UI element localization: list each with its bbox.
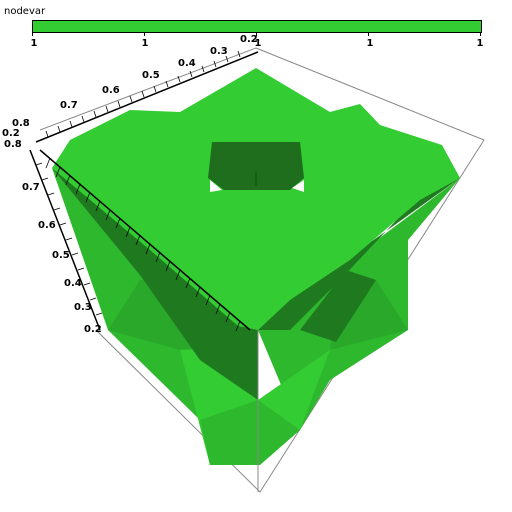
colorbar-tick	[256, 32, 257, 36]
bottom-mid-face	[200, 400, 300, 465]
colorbar-tick	[144, 32, 145, 36]
legend-title: nodevar	[4, 6, 46, 17]
left-dark-fold	[52, 168, 258, 400]
top-axis-label: 0.8	[12, 118, 30, 129]
left-axis-label: 0.3	[74, 302, 92, 313]
colorbar-label: 1	[366, 38, 374, 49]
top-hole-floor	[292, 180, 304, 192]
top-axis-label: 0.7	[60, 100, 78, 111]
left-axis-label: 0.7	[22, 182, 40, 193]
right-dark-fold	[258, 178, 460, 330]
colorbar-label: 1	[476, 38, 484, 49]
top-axis-label: 0.3	[210, 46, 228, 57]
colorbar-tick	[368, 32, 369, 36]
top-hole	[208, 142, 304, 190]
colorbar-label: 1	[254, 38, 262, 49]
colorbar	[32, 20, 482, 33]
top-hole-floor	[210, 180, 222, 192]
left-axis-label: 0.8	[4, 139, 22, 150]
inner-axis-ticks	[39, 149, 251, 332]
left-axis: 0.8 0.7 0.6 0.5 0.4 0.3 0.2 0.2	[2, 128, 103, 335]
colorbar-tick	[32, 32, 33, 36]
colorbar-tick	[480, 32, 481, 36]
left-axis-label: 0.4	[64, 278, 82, 289]
top-face	[52, 68, 460, 330]
top-axis-label: 0.4	[178, 58, 196, 69]
colorbar-label: 1	[30, 38, 38, 49]
colorbar-label: 1	[141, 38, 149, 49]
left-axis-label: 0.2	[84, 324, 102, 335]
lower-right-dark	[300, 270, 376, 342]
top-axis-label: 0.5	[142, 70, 160, 81]
top-axis-label: 0.6	[102, 85, 120, 96]
left-axis-label: 0.6	[38, 220, 56, 231]
top-axis-label: 0.2	[240, 34, 258, 45]
left-axis-label: 0.5	[52, 250, 70, 261]
corner-axis-label: 0.2	[2, 128, 20, 139]
top-axis: 0.2 0.3 0.4 0.5 0.6 0.7 0.8	[12, 34, 259, 143]
